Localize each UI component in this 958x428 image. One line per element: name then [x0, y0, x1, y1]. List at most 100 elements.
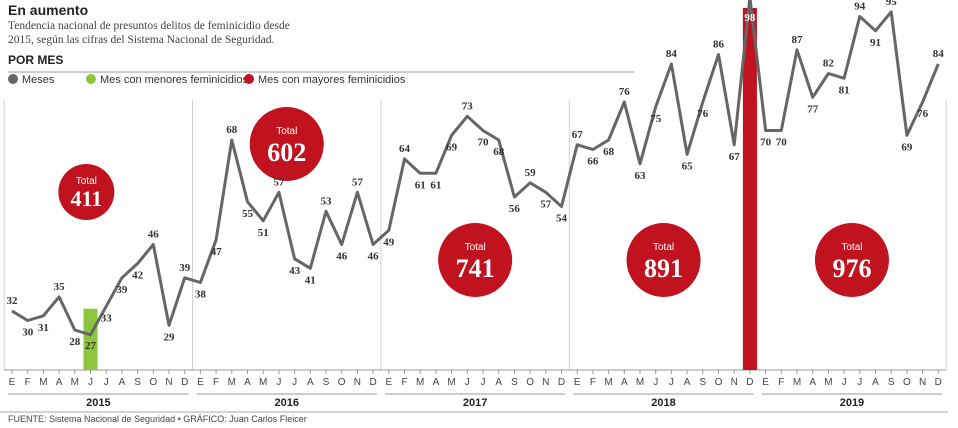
total-value: 891: [644, 254, 683, 283]
data-label: 30: [22, 327, 34, 339]
month-tick-label: E: [385, 377, 392, 388]
month-tick-label: A: [56, 377, 63, 388]
month-tick-label: M: [447, 377, 455, 388]
data-label: 63: [635, 170, 647, 182]
data-label: 55: [242, 208, 254, 220]
month-tick-label: A: [872, 377, 879, 388]
month-tick-label: F: [401, 377, 407, 388]
data-label: 46: [336, 251, 348, 263]
data-label: 94: [854, 1, 866, 13]
month-tick-label: M: [604, 377, 612, 388]
data-label: 57: [273, 176, 285, 188]
month-tick-label: E: [574, 377, 581, 388]
month-tick-label: N: [165, 377, 172, 388]
data-label: 67: [572, 129, 584, 141]
data-label: 38: [195, 289, 207, 301]
total-label: Total: [276, 126, 297, 137]
data-label: 43: [289, 265, 301, 277]
total-label: Total: [465, 242, 486, 253]
year-label: 2016: [275, 397, 299, 409]
data-label: 77: [807, 103, 819, 115]
year-label: 2015: [86, 397, 110, 409]
month-tick-label: E: [762, 377, 769, 388]
data-label: 28: [69, 336, 81, 348]
month-tick-label: N: [354, 377, 361, 388]
section-label: POR MES: [8, 53, 64, 67]
month-tick-label: E: [9, 377, 16, 388]
month-tick-label: D: [558, 377, 565, 388]
data-label: 70: [776, 137, 788, 149]
data-label: 35: [54, 281, 66, 293]
data-label: 84: [933, 48, 945, 60]
year-label: 2019: [840, 397, 864, 409]
month-tick-label: A: [119, 377, 126, 388]
month-tick-label: N: [731, 377, 738, 388]
legend-item-meses: Meses: [8, 74, 54, 86]
total-bubble: [58, 164, 115, 220]
data-label: 68: [493, 146, 505, 158]
data-label: 84: [666, 48, 678, 60]
data-label: 66: [587, 156, 599, 168]
chart-title: En aumento: [8, 2, 89, 18]
total-value: 976: [832, 254, 871, 283]
data-label: 51: [258, 227, 269, 239]
month-tick-label: J: [276, 377, 281, 388]
month-tick-label: A: [433, 377, 440, 388]
legend-dot-max: [244, 74, 254, 84]
total-value: 411: [70, 186, 102, 211]
month-tick-label: F: [25, 377, 31, 388]
data-label: 56: [509, 203, 521, 215]
max-month-bar: [742, 8, 757, 370]
month-tick-label: F: [213, 377, 219, 388]
month-tick-label: M: [824, 377, 832, 388]
data-label: 61: [430, 179, 441, 191]
month-tick-label: J: [857, 377, 862, 388]
month-tick-label: S: [699, 377, 706, 388]
data-label: 57: [352, 176, 364, 188]
data-label: 98: [744, 12, 756, 24]
data-label: 76: [697, 108, 709, 120]
month-tick-label: O: [715, 377, 723, 388]
data-label: 68: [226, 124, 238, 136]
month-tick-label: S: [888, 377, 895, 388]
data-label: 32: [7, 295, 19, 307]
month-tick-label: D: [935, 377, 942, 388]
month-tick-label: J: [842, 377, 847, 388]
month-tick-label: D: [369, 377, 376, 388]
month-tick-label: A: [684, 377, 691, 388]
month-tick-label: O: [903, 377, 911, 388]
month-tick-label: N: [542, 377, 549, 388]
month-tick-label: J: [292, 377, 297, 388]
data-label: 76: [619, 86, 631, 98]
data-label: 86: [713, 39, 725, 51]
month-tick-label: D: [181, 377, 188, 388]
total-value: 741: [456, 254, 495, 283]
data-label: 75: [650, 113, 662, 125]
month-tick-label: F: [590, 377, 596, 388]
data-label: 91: [870, 37, 881, 49]
data-label: 70: [760, 137, 772, 149]
source-note: FUENTE: Sistema Nacional de Seguridad • …: [8, 414, 307, 424]
month-tick-label: A: [307, 377, 314, 388]
data-label: 46: [148, 229, 160, 241]
month-tick-label: M: [259, 377, 267, 388]
month-tick-label: J: [481, 377, 486, 388]
data-label: 57: [540, 198, 552, 210]
series-line: [11, 0, 940, 337]
legend-label-max: Mes con mayores feminicidios: [258, 74, 406, 86]
month-tick-label: J: [653, 377, 658, 388]
month-tick-label: S: [323, 377, 330, 388]
data-label: 33: [101, 312, 113, 324]
legend-dot-meses: [8, 74, 18, 84]
month-tick-label: A: [621, 377, 628, 388]
data-label: 65: [682, 160, 694, 172]
month-tick-label: E: [197, 377, 204, 388]
data-label: 61: [415, 179, 426, 191]
legend-item-min: Mes con menores feminicidios: [86, 74, 248, 86]
data-label: 70: [478, 137, 490, 149]
data-label: 59: [525, 167, 537, 179]
month-tick-label: A: [809, 377, 816, 388]
data-label: 46: [368, 251, 380, 263]
month-tick-label: M: [793, 377, 801, 388]
